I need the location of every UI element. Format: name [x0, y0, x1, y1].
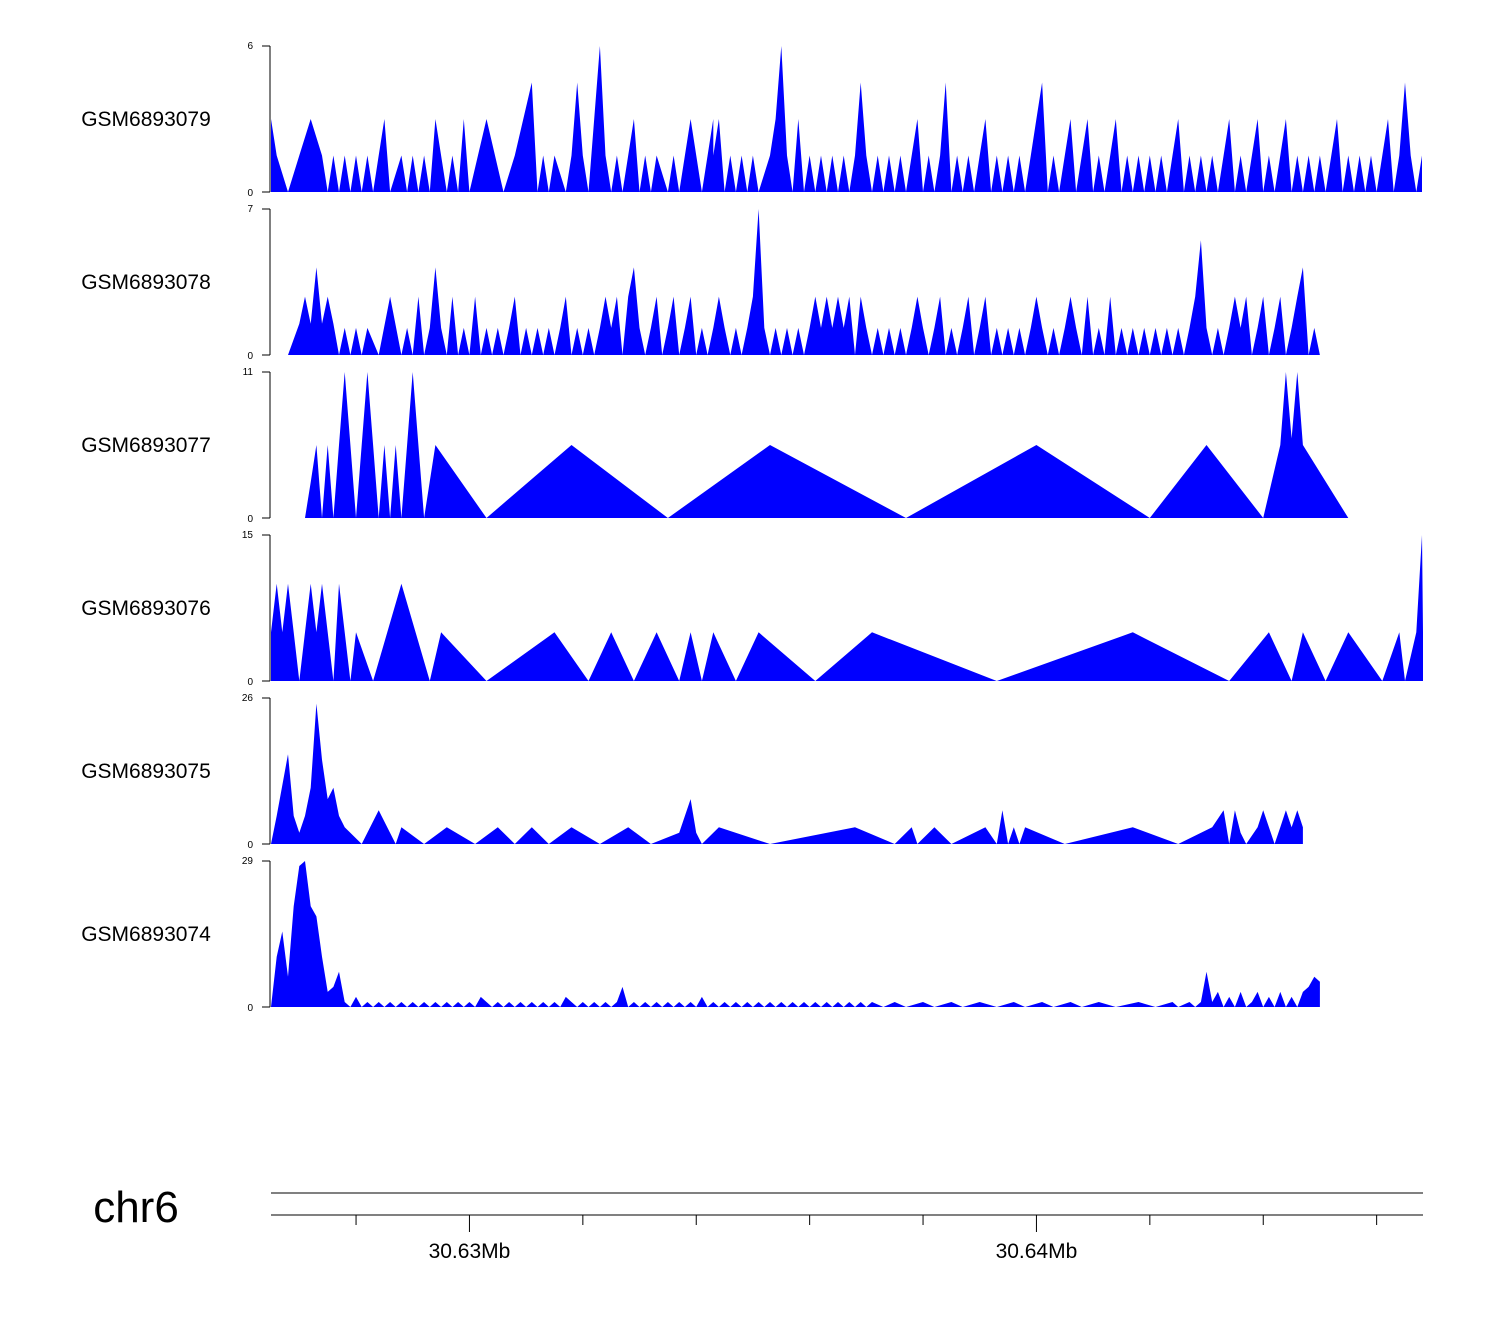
track-label: GSM6893075 — [81, 760, 211, 783]
y-tick-label-min: 0 — [247, 351, 253, 362]
y-tick-label-max: 11 — [243, 367, 254, 378]
coverage-area — [305, 372, 1349, 518]
y-tick-label-max: 26 — [242, 693, 254, 704]
track-label: GSM6893078 — [81, 271, 211, 294]
track-GSM6893075: GSM6893075 26 0 — [81, 693, 1303, 851]
y-tick-label-min: 0 — [247, 1003, 253, 1014]
y-tick-label-max: 15 — [242, 530, 254, 541]
y-tick-label-max: 29 — [242, 856, 254, 867]
track-GSM6893076: GSM6893076 15 0 — [81, 530, 1423, 688]
coverage-area — [271, 703, 1303, 844]
track-label: GSM6893079 — [81, 108, 211, 131]
coverage-area — [288, 209, 1320, 355]
chromosome-label: chr6 — [93, 1183, 179, 1232]
x-tick-label: 30.63Mb — [429, 1240, 511, 1263]
track-GSM6893078: GSM6893078 7 0 — [81, 204, 1320, 362]
y-tick-label-min: 0 — [247, 677, 253, 688]
track-label: GSM6893074 — [81, 923, 211, 946]
coverage-tracks: GSM689307960GSM689307870GSM6893077110GSM… — [81, 41, 1423, 1014]
track-label: GSM6893077 — [81, 434, 211, 457]
y-tick-label-min: 0 — [247, 840, 253, 851]
track-label: GSM6893076 — [81, 597, 211, 620]
y-tick-label-min: 0 — [247, 514, 253, 525]
y-tick-label-min: 0 — [247, 188, 253, 199]
track-GSM6893074: GSM6893074 29 0 — [81, 856, 1320, 1014]
coverage-area — [271, 46, 1422, 192]
track-GSM6893077: GSM6893077 11 0 — [81, 367, 1349, 525]
y-tick-label-max: 6 — [247, 41, 253, 52]
coverage-area — [271, 535, 1423, 681]
track-GSM6893079: GSM6893079 6 0 — [81, 41, 1422, 199]
x-tick-label: 30.64Mb — [996, 1240, 1078, 1263]
genome-axis: chr6 30.63Mb 30.64Mb — [93, 1183, 1423, 1263]
genome-axis-ticks: 30.63Mb 30.64Mb — [355, 1215, 1378, 1263]
y-tick-label-max: 7 — [247, 204, 253, 215]
